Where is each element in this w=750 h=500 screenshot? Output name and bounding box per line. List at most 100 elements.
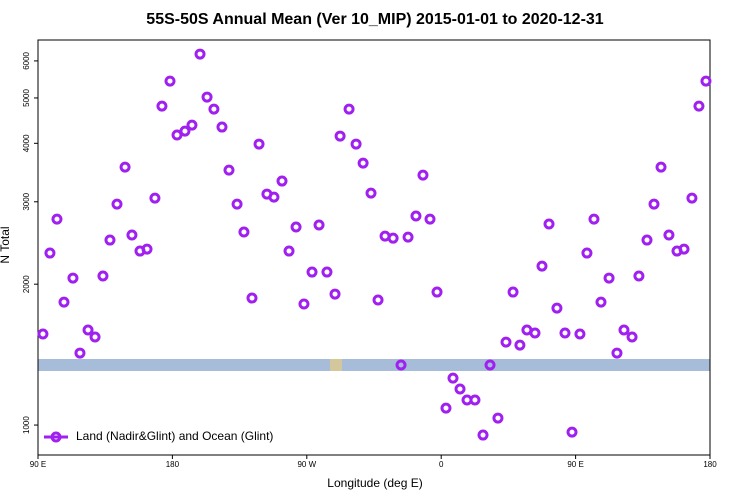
point bbox=[67, 272, 79, 284]
point bbox=[334, 130, 346, 142]
point bbox=[298, 298, 310, 310]
point bbox=[156, 100, 168, 112]
point bbox=[58, 296, 70, 308]
point bbox=[44, 247, 56, 259]
point bbox=[543, 218, 555, 230]
x-tick-label: 90 E bbox=[30, 460, 46, 469]
point bbox=[186, 119, 198, 131]
point bbox=[201, 91, 213, 103]
point bbox=[618, 324, 630, 336]
point bbox=[231, 198, 243, 210]
point bbox=[238, 226, 250, 238]
point bbox=[551, 302, 563, 314]
point bbox=[402, 231, 414, 243]
point bbox=[678, 243, 690, 255]
point bbox=[447, 372, 459, 384]
point bbox=[424, 213, 436, 225]
point bbox=[111, 198, 123, 210]
point bbox=[588, 213, 600, 225]
band bbox=[38, 359, 710, 371]
point bbox=[663, 229, 675, 241]
point bbox=[440, 402, 452, 414]
point bbox=[655, 161, 667, 173]
point bbox=[329, 288, 341, 300]
y-tick-label: 5000 bbox=[22, 89, 31, 107]
y-tick-label: 4000 bbox=[22, 134, 31, 152]
point bbox=[37, 328, 49, 340]
point bbox=[194, 48, 206, 60]
point bbox=[216, 121, 228, 133]
point bbox=[126, 229, 138, 241]
x-tick-label: 90 E bbox=[567, 460, 583, 469]
point bbox=[595, 296, 607, 308]
point bbox=[581, 247, 593, 259]
point bbox=[283, 245, 295, 257]
point bbox=[431, 286, 443, 298]
point bbox=[343, 103, 355, 115]
point bbox=[566, 426, 578, 438]
point bbox=[492, 412, 504, 424]
point bbox=[141, 243, 153, 255]
point bbox=[529, 327, 541, 339]
x-axis-label: Longitude (deg E) bbox=[327, 476, 422, 490]
point bbox=[574, 328, 586, 340]
legend-label: Land (Nadir&Glint) and Ocean (Glint) bbox=[76, 429, 273, 443]
point bbox=[700, 75, 712, 87]
point bbox=[641, 234, 653, 246]
x-tick-label: 0 bbox=[439, 460, 444, 469]
point bbox=[454, 383, 466, 395]
y-tick-label: 3000 bbox=[22, 192, 31, 210]
point bbox=[74, 347, 86, 359]
point bbox=[149, 192, 161, 204]
point bbox=[253, 138, 265, 150]
point bbox=[51, 213, 63, 225]
point bbox=[626, 331, 638, 343]
point bbox=[469, 394, 481, 406]
x-tick-label: 90 W bbox=[297, 460, 316, 469]
point bbox=[633, 270, 645, 282]
point bbox=[648, 198, 660, 210]
point bbox=[559, 327, 571, 339]
point bbox=[686, 192, 698, 204]
point bbox=[164, 75, 176, 87]
point bbox=[350, 138, 362, 150]
x-tick-label: 180 bbox=[166, 460, 180, 469]
point bbox=[693, 100, 705, 112]
y-tick-label: 2000 bbox=[22, 275, 31, 293]
point bbox=[313, 219, 325, 231]
y-axis-label: N Total bbox=[0, 226, 12, 263]
point bbox=[82, 324, 94, 336]
point bbox=[171, 129, 183, 141]
legend-marker bbox=[50, 431, 62, 443]
point bbox=[514, 339, 526, 351]
point bbox=[603, 272, 615, 284]
point bbox=[372, 294, 384, 306]
point bbox=[179, 125, 191, 137]
point bbox=[507, 286, 519, 298]
point bbox=[417, 169, 429, 181]
point bbox=[410, 210, 422, 222]
point bbox=[89, 331, 101, 343]
point bbox=[208, 103, 220, 115]
point bbox=[387, 232, 399, 244]
x-tick-label: 180 bbox=[703, 460, 717, 469]
point bbox=[611, 347, 623, 359]
band-speckle bbox=[330, 359, 342, 371]
point bbox=[119, 161, 131, 173]
plot-frame bbox=[37, 39, 711, 456]
point bbox=[223, 164, 235, 176]
point bbox=[500, 336, 512, 348]
point bbox=[365, 187, 377, 199]
point bbox=[477, 429, 489, 441]
point bbox=[395, 359, 407, 371]
point bbox=[536, 260, 548, 272]
y-tick-label: 1000 bbox=[22, 416, 31, 434]
point bbox=[276, 175, 288, 187]
point bbox=[357, 157, 369, 169]
point bbox=[104, 234, 116, 246]
y-tick-label: 6000 bbox=[22, 51, 31, 69]
point bbox=[290, 221, 302, 233]
point bbox=[268, 191, 280, 203]
chart-title: 55S-50S Annual Mean (Ver 10_MIP) 2015-01… bbox=[146, 11, 604, 28]
point bbox=[306, 266, 318, 278]
